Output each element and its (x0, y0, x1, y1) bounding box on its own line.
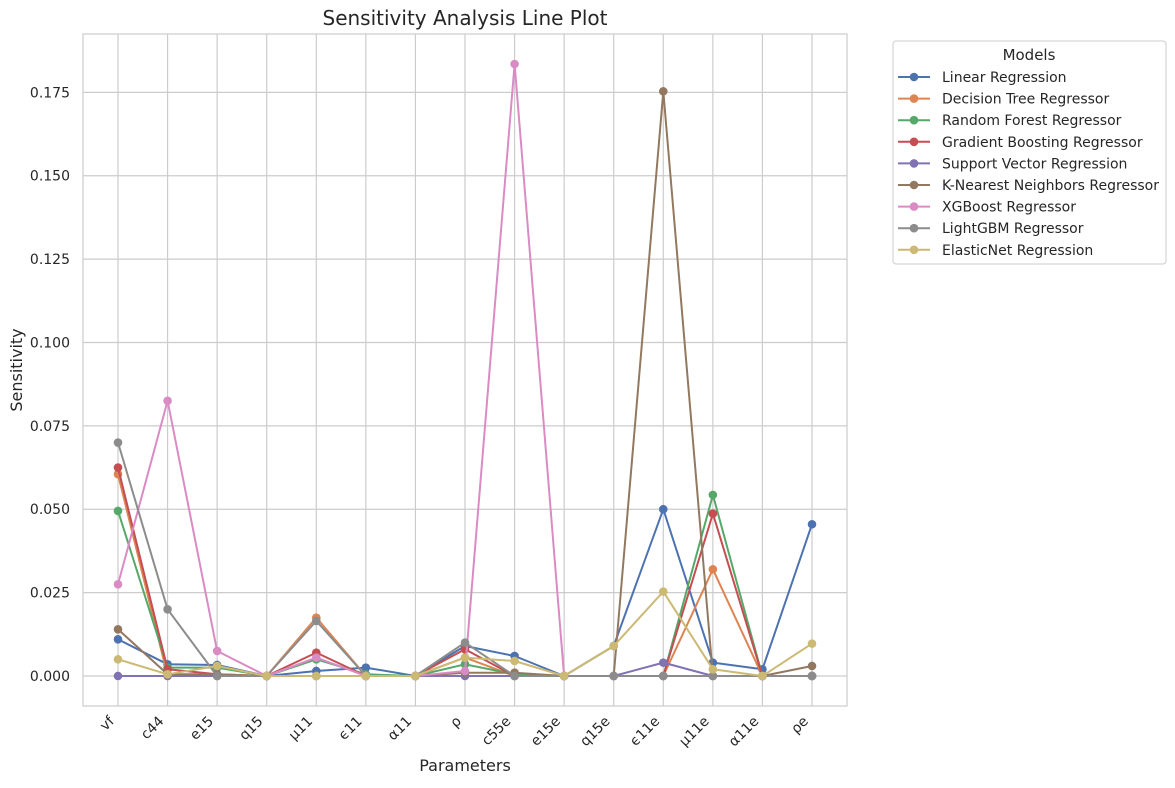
data-point (460, 666, 470, 676)
plot-frame (82, 33, 848, 707)
data-point (163, 604, 172, 614)
data-point (311, 616, 321, 626)
legend-entry: XGBoost Regressor (898, 200, 1076, 216)
data-point (212, 646, 222, 656)
y-axis-label: Sensitivity (7, 328, 26, 411)
y-tick-label: 0.100 (30, 335, 70, 351)
data-point (708, 564, 718, 574)
legend-entry: LightGBM Regressor (898, 221, 1084, 237)
legend-swatch-marker (909, 223, 919, 233)
data-point (658, 671, 668, 681)
legend-swatch-marker (909, 159, 919, 168)
legend-entries: Linear Regression Decision Tree Regressor… (898, 70, 1159, 259)
data-point (609, 641, 619, 651)
legend-label: K-Nearest Neighbors Regressor (942, 178, 1159, 194)
legend-title: Models (1003, 46, 1056, 64)
legend-label: Linear Regression (942, 70, 1067, 86)
legend-label: ElasticNet Regression (942, 243, 1093, 259)
data-point (113, 655, 123, 664)
y-tick-label: 0.000 (30, 669, 70, 685)
data-point (807, 519, 817, 529)
data-point (113, 671, 123, 681)
legend-swatch-marker (909, 72, 919, 82)
data-point (658, 587, 668, 596)
data-point (658, 87, 668, 96)
legend-box (892, 40, 1167, 265)
data-point (163, 396, 172, 406)
data-point (510, 656, 519, 666)
legend-swatch-marker (909, 202, 919, 211)
data-point (411, 671, 420, 681)
grid (83, 34, 847, 706)
legend-entry: ElasticNet Regression (898, 243, 1093, 259)
data-point (460, 653, 470, 662)
legend-swatch-marker (909, 115, 919, 125)
data-point (361, 663, 371, 672)
data-point (113, 463, 123, 472)
y-tick-label: 0.025 (30, 586, 70, 602)
y-tick-label: 0.075 (30, 419, 70, 435)
legend-label: XGBoost Regressor (942, 200, 1076, 216)
data-point (311, 653, 321, 662)
y-tick-label: 0.125 (30, 252, 70, 268)
data-point (708, 509, 718, 518)
legend-entry: Random Forest Regressor (898, 113, 1122, 129)
data-point (113, 579, 123, 589)
data-point (311, 671, 321, 681)
y-tick-label: 0.050 (30, 502, 70, 518)
data-point (708, 671, 718, 681)
legend-label: Support Vector Regression (942, 156, 1127, 172)
data-point (113, 438, 123, 447)
data-point (113, 506, 123, 516)
data-point (212, 661, 222, 671)
legend-entry: Decision Tree Regressor (898, 92, 1109, 108)
legend-entry: K-Nearest Neighbors Regressor (898, 178, 1159, 194)
data-point (212, 671, 222, 681)
legend-label: Decision Tree Regressor (942, 92, 1109, 108)
data-point (609, 671, 619, 681)
data-point (510, 59, 519, 69)
legend-swatch-marker (909, 180, 919, 190)
data-point (361, 671, 371, 681)
y-tick-label: 0.175 (30, 85, 70, 101)
legend-entry: Support Vector Regression (898, 156, 1127, 172)
data-point (708, 490, 718, 500)
legend-entry: Linear Regression (898, 70, 1067, 86)
data-point (113, 624, 123, 634)
data-point (807, 639, 817, 648)
legend-entry: Gradient Boosting Regressor (898, 135, 1143, 151)
data-point (807, 661, 817, 671)
data-point (559, 671, 569, 681)
data-point (758, 671, 767, 681)
legend-swatch-marker (909, 245, 919, 255)
y-tick-label: 0.150 (30, 169, 70, 185)
data-point (262, 671, 272, 681)
legend-label: LightGBM Regressor (942, 221, 1084, 237)
data-point (163, 670, 172, 679)
data-point (708, 665, 718, 674)
legend-swatch-marker (909, 137, 919, 147)
data-point (658, 658, 668, 667)
data-point (807, 671, 817, 681)
data-point (113, 635, 123, 644)
x-axis-label: Parameters (419, 756, 511, 775)
chart-title: Sensitivity Analysis Line Plot (323, 6, 608, 30)
legend-swatch-marker (909, 94, 919, 103)
data-point (460, 638, 470, 647)
data-point (510, 671, 519, 681)
legend: Models Linear Regression Decision Tree Re… (892, 40, 1167, 265)
legend-label: Random Forest Regressor (942, 113, 1122, 129)
legend-label: Gradient Boosting Regressor (942, 135, 1143, 151)
series-layer (113, 59, 817, 681)
series-elasticnet-regression (113, 587, 817, 681)
data-point (658, 504, 668, 514)
